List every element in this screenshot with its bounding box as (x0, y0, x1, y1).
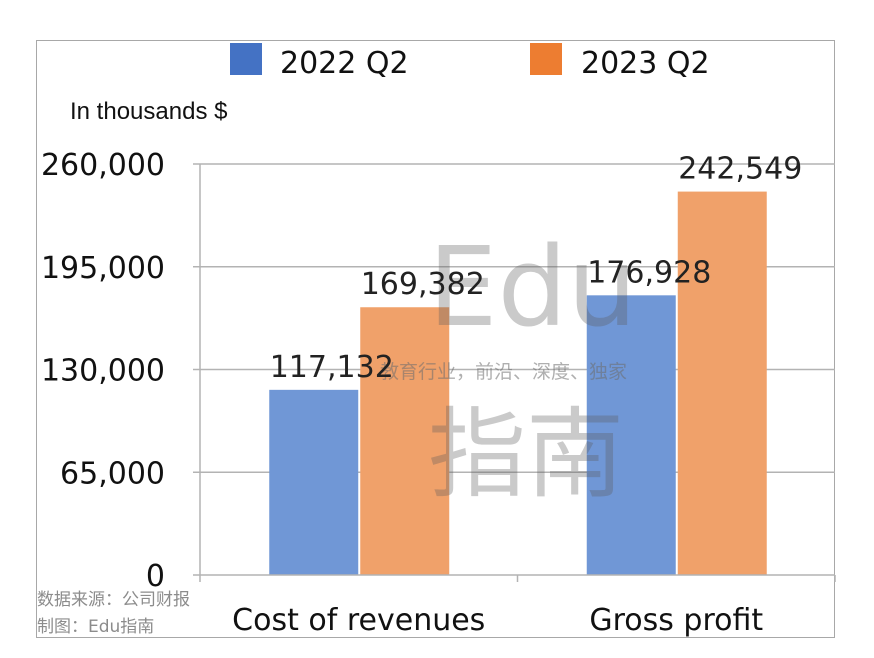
y-tick-label-4: 260,000 (41, 148, 165, 183)
axes (199, 164, 836, 582)
bar-2023-q2-1 (677, 191, 767, 575)
legend-label-2022q2: 2022 Q2 (280, 46, 409, 81)
unit-label: In thousands $ (70, 98, 227, 125)
x-category-label-0: Cost of revenues (232, 603, 485, 638)
source-line-1: 数据来源：公司财报 (37, 590, 190, 610)
chart-frame (36, 40, 835, 638)
y-tick-label-1: 65,000 (60, 456, 165, 491)
data-label-2022-q2-1: 176,928 (587, 255, 711, 290)
watermark-brand: Edu (428, 223, 637, 351)
source-line-2: 制图：Edu指南 (37, 617, 154, 637)
data-label-2023-q2-0: 169,382 (361, 267, 485, 302)
x-axis-categories: Cost of revenues Gross profit (232, 603, 763, 638)
bar-2022-q2-0 (269, 389, 359, 575)
legend-label-2023q2: 2023 Q2 (581, 46, 710, 81)
legend-swatch-2023q2 (530, 43, 562, 75)
data-label-2023-q2-1: 242,549 (678, 152, 802, 187)
bars (269, 191, 767, 575)
source-note: 数据来源：公司财报 制图：Edu指南 (37, 590, 190, 637)
y-axis-ticks: 0 65,000 130,000 195,000 260,000 (41, 148, 200, 594)
bar-2022-q2-1 (586, 295, 676, 575)
x-category-label-1: Gross profit (589, 603, 763, 638)
legend-swatch-2022q2 (230, 43, 262, 75)
data-labels: 117,132 169,382 176,928 242,549 (270, 152, 803, 385)
watermark: Edu 教育行业，前沿、深度、独家 指南 (380, 223, 637, 512)
y-tick-label-3: 195,000 (41, 251, 165, 286)
data-label-2022-q2-0: 117,132 (270, 350, 394, 385)
watermark-tagline: 教育行业，前沿、深度、独家 (380, 361, 627, 383)
watermark-brand-cn: 指南 (428, 398, 624, 512)
y-tick-label-2: 130,000 (41, 354, 165, 389)
legend: 2022 Q2 2023 Q2 (230, 43, 710, 81)
bar-2023-q2-0 (360, 307, 450, 575)
y-tick-label-0: 0 (146, 559, 165, 594)
